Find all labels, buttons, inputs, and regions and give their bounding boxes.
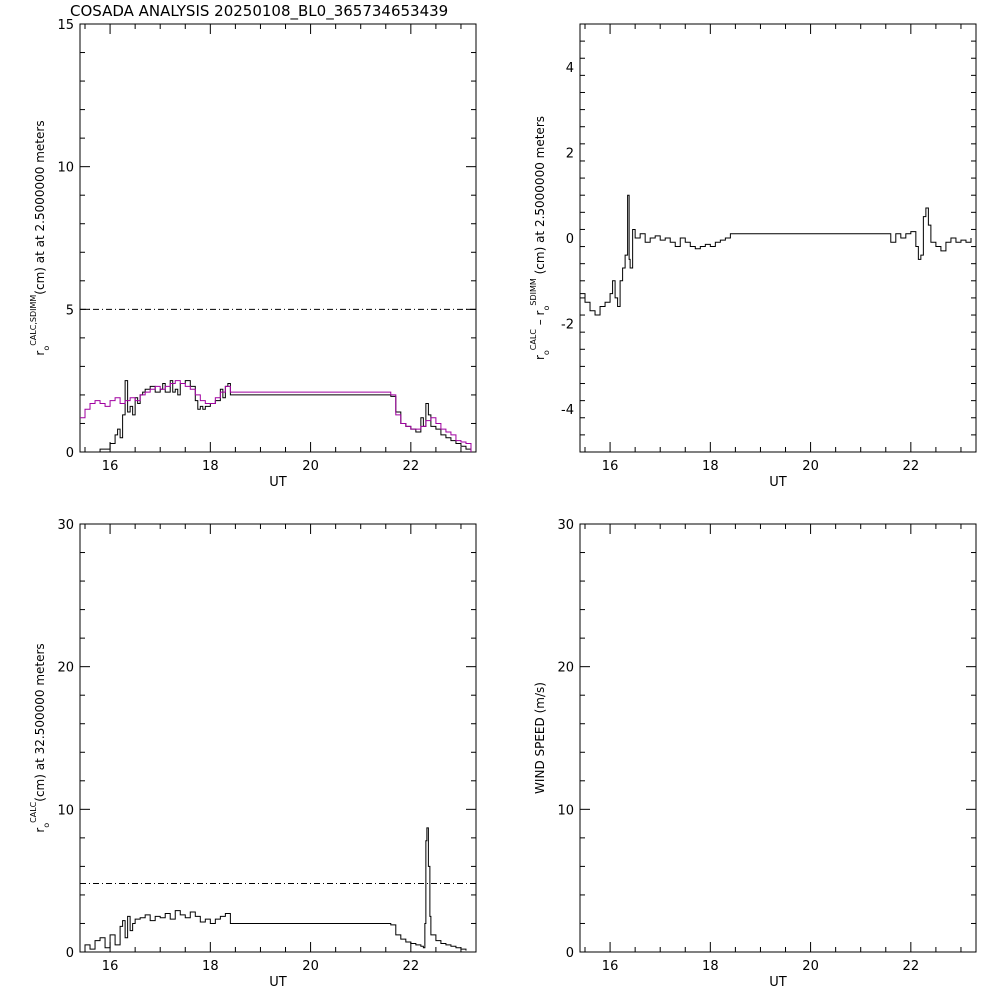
- x-axis-label: UT: [269, 975, 287, 990]
- x-tick-label: 20: [302, 459, 319, 474]
- series-line-0: [80, 380, 472, 452]
- panel-br: 16 18 20 22 0 10 20 30 UT WIND SPEED (m/s): [533, 518, 977, 990]
- x-axis-label: UT: [269, 475, 287, 490]
- y-tick-label: 10: [57, 161, 74, 176]
- y-tick-label: 0: [66, 946, 74, 961]
- x-tick-label: 16: [602, 459, 619, 474]
- x-tick-label: 18: [702, 459, 719, 474]
- x-tick-label: 22: [403, 959, 420, 974]
- x-tick-label: 22: [903, 959, 920, 974]
- y-axis-label: roCALC – roSDIMM (cm) at 2.5000000 meter…: [529, 116, 551, 360]
- y-tick-label: 10: [57, 803, 74, 818]
- panel-tl: 16 18 20 22 0 5 10 15 UT roCALC,SDIMM(cm) at at 2…: [29, 18, 477, 490]
- y-tick-label: 0: [566, 232, 574, 247]
- y-tick-label: 2: [566, 146, 574, 161]
- series-line-0: [580, 194, 972, 316]
- x-tick-label: 16: [102, 959, 119, 974]
- x-tick-label: 16: [602, 959, 619, 974]
- panel-tr: 16 18 20 22 -4 -2 0 2 4 UT roCALC – roSDIMM (cm) a…: [529, 23, 977, 490]
- x-tick-label: 16: [102, 459, 119, 474]
- y-axis-label: WIND SPEED (m/s): [533, 682, 547, 794]
- y-tick-label: 0: [66, 446, 74, 461]
- plot-frame: [79, 523, 477, 953]
- y-tick-label: 5: [66, 303, 74, 318]
- y-tick-label: 30: [57, 518, 74, 533]
- x-tick-label: 20: [302, 959, 319, 974]
- page-title: COSADA ANALYSIS 20250108_BL0_36573465343…: [70, 2, 449, 20]
- x-tick-label: 20: [802, 459, 819, 474]
- plot-frame: [579, 23, 977, 453]
- y-tick-label: 10: [557, 803, 574, 818]
- y-tick-label: -2: [561, 318, 574, 333]
- y-tick-label: 20: [57, 661, 74, 676]
- series-line-1: [80, 380, 472, 452]
- panel-bl: 16 18 20 22 0 10 20 30 UT roCALC(cm) at 32.500000…: [29, 518, 477, 990]
- x-tick-label: 18: [702, 959, 719, 974]
- y-tick-label: 15: [57, 18, 74, 33]
- y-tick-label: 0: [566, 946, 574, 961]
- series-line-0: [80, 827, 467, 952]
- y-axis-label: roCALC,SDIMM(cm) at at 2.5000000 meters: [29, 120, 51, 355]
- x-tick-label: 22: [403, 459, 420, 474]
- plot-frame: [79, 23, 477, 453]
- x-tick-label: 20: [802, 959, 819, 974]
- x-axis-label: UT: [769, 475, 787, 490]
- y-tick-label: 4: [566, 61, 574, 76]
- x-tick-label: 22: [903, 459, 920, 474]
- plot-frame: [579, 523, 977, 953]
- y-tick-label: -4: [561, 403, 574, 418]
- x-tick-label: 18: [202, 459, 219, 474]
- y-tick-label: 30: [557, 518, 574, 533]
- y-tick-label: 20: [557, 661, 574, 676]
- x-tick-label: 18: [202, 959, 219, 974]
- x-axis-label: UT: [769, 975, 787, 990]
- y-axis-label: roCALC(cm) at 32.500000 meters: [29, 643, 51, 832]
